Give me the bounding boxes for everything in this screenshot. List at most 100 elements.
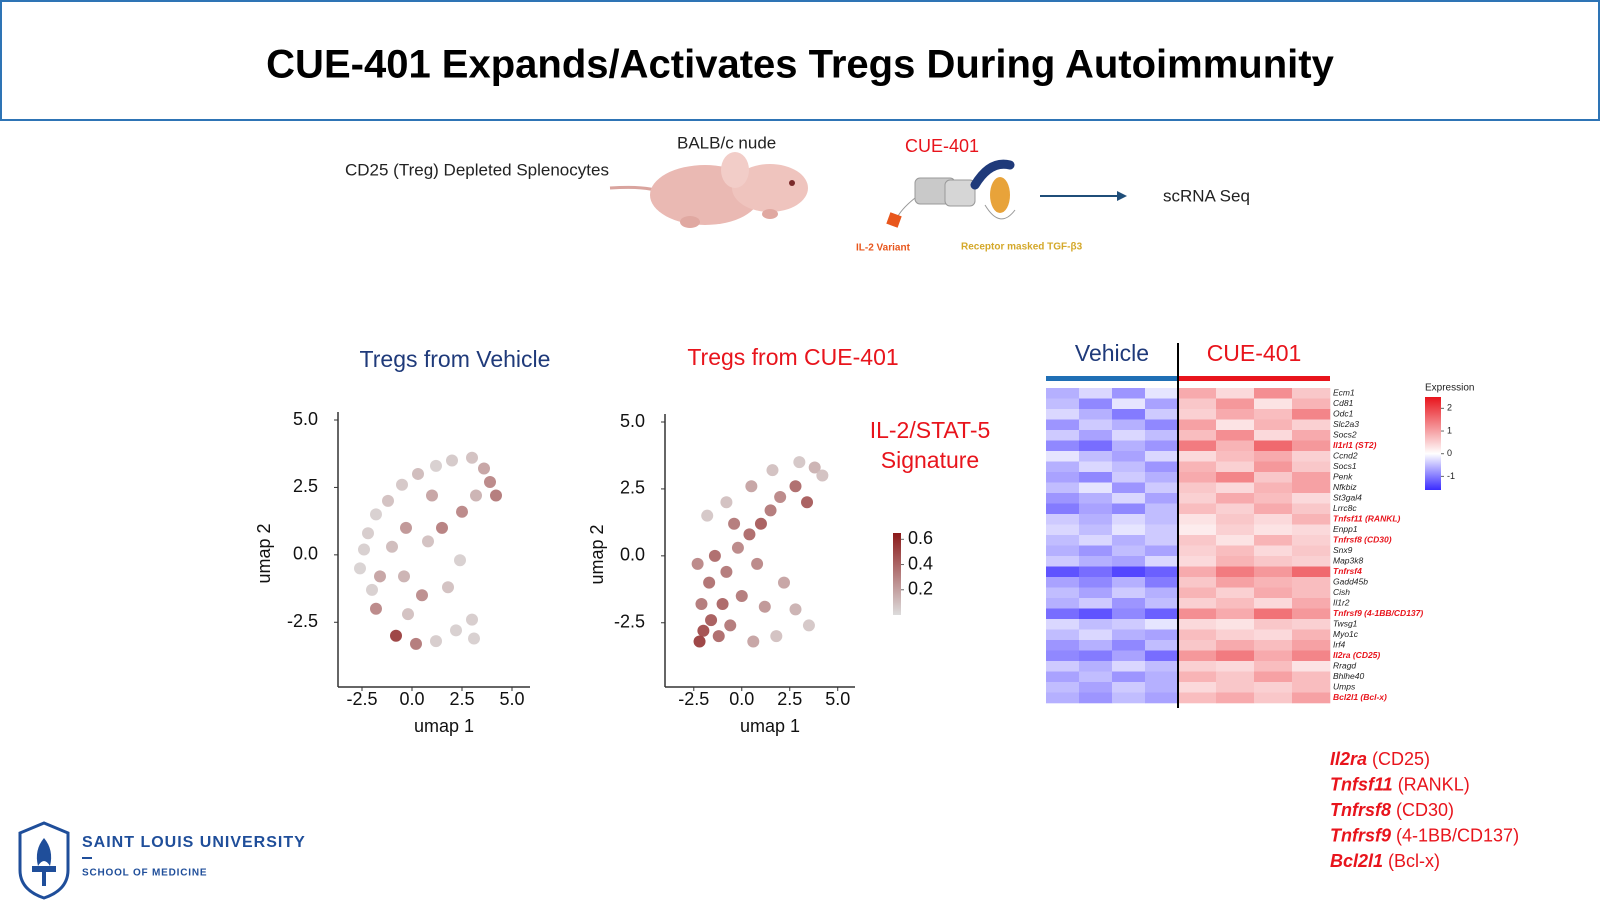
cell-point [466,613,478,626]
heatmap-cell [1112,514,1146,525]
heatmap-cell [1292,545,1331,557]
heatmap-cell [1145,629,1179,641]
cell-point [693,635,706,648]
legend-tick-label: 2 [1447,403,1452,413]
heatmap-cell [1079,629,1113,641]
gene-label: Ccnd2 [1333,451,1358,461]
heatmap-cell [1178,566,1217,578]
colorbar [893,533,901,615]
heatmap-cell [1178,535,1217,546]
heatmap-cell [1292,472,1331,483]
heatmap-cell [1178,598,1217,609]
heatmap-cell [1112,482,1146,494]
heatmap-cell [1292,503,1331,515]
heatmap-cell [1046,419,1080,431]
heatmap-cell [1254,640,1293,651]
cell-point [789,480,802,493]
gene-label: Socs2 [1333,430,1357,440]
slu-logo [18,821,92,900]
heatmap-cell [1079,598,1113,609]
heatmap-cell [1112,440,1146,452]
heatmap-cell [1145,451,1179,462]
highlight-alias: (CD25) [1372,749,1430,769]
heatmap-cell [1046,514,1080,525]
cell-point [712,630,725,643]
drug-label: CUE-401 [905,136,979,156]
heatmap-cell [1216,440,1255,452]
cell-point [703,576,716,589]
heatmap-cell [1079,398,1113,410]
heatmap-cell [1112,566,1146,578]
heatmap-cell [1292,514,1331,525]
heatmap-cell [1292,409,1331,420]
cell-point [468,632,480,645]
cell-point [426,489,438,502]
heatmap-cell [1178,514,1217,525]
cell-point [764,504,777,517]
heatmap-cell [1145,566,1179,578]
cell-point [743,528,756,541]
source-label: CD25 (Treg) Depleted Splenocytes [345,160,609,179]
heatmap-cell [1046,461,1080,473]
heatmap-cell [1254,503,1293,515]
highlight-gene: Tnfsf11 [1330,774,1393,794]
y-tick-label: 5.0 [293,409,318,429]
heatmap-cell [1292,482,1331,494]
highlight-alias: (RANKL) [1398,774,1470,794]
cell-point [808,461,821,474]
heatmap-cell [1112,598,1146,609]
heatmap-cell [1079,493,1113,504]
heatmap-cell [1292,556,1331,567]
heatmap-cell [1178,419,1217,431]
cell-point [728,517,741,530]
heatmap-cell [1216,556,1255,567]
heatmap-cell [1178,524,1217,536]
heatmap-cell [1145,661,1179,672]
heatmap-cell [1216,524,1255,536]
heatmap-cell [1112,587,1146,599]
heatmap-cell [1112,556,1146,567]
x-axis-label: umap 1 [740,716,800,736]
heatmap-cell [1112,388,1146,399]
heatmap-cell [1112,493,1146,504]
heatmap-cell [1178,608,1217,620]
cell-point [436,521,448,534]
heatmap-cell [1145,514,1179,525]
heatmap-cell [1216,577,1255,588]
group-label: Vehicle [1075,340,1149,366]
heatmap-cell [1112,461,1146,473]
host-label: BALB/c nude [677,133,776,152]
cell-point [758,600,771,613]
heatmap-cell [1145,388,1179,399]
x-tick-label: 5.0 [825,689,850,709]
heatmap-cell [1046,682,1080,693]
heatmap-cell [1112,503,1146,515]
heatmap-cell [1178,629,1217,641]
heatmap-cell [1112,472,1146,483]
heatmap-cell [1145,482,1179,494]
heatmap-cell [1046,556,1080,567]
heatmap-cell [1254,556,1293,567]
heatmap-cell [1178,461,1217,473]
cell-point [430,459,442,472]
molecule-icon [886,159,1016,228]
group-label: CUE-401 [1207,340,1302,366]
heatmap-cell [1046,671,1080,683]
heatmap-cell [1216,587,1255,599]
heatmap-cell [1216,503,1255,515]
heatmap-cell [1292,577,1331,588]
highlight-gene: Tnfrsf9 [1330,825,1391,845]
part-a-label: IL-2 Variant [856,243,911,254]
heatmap-cell [1216,493,1255,504]
heatmap-cell [1145,503,1179,515]
heatmap-cell [1079,472,1113,483]
heatmap-cell [1079,388,1113,399]
heatmap-cell [1145,619,1179,630]
heatmap-cell [1254,692,1293,704]
cell-point [370,508,382,521]
cell-point [770,630,783,643]
heatmap-cell [1216,629,1255,641]
gene-label: Il1rl1 (ST2) [1333,440,1377,450]
part-b-label: Receptor masked TGF-β3 [961,242,1083,253]
heatmap-cell [1079,640,1113,651]
